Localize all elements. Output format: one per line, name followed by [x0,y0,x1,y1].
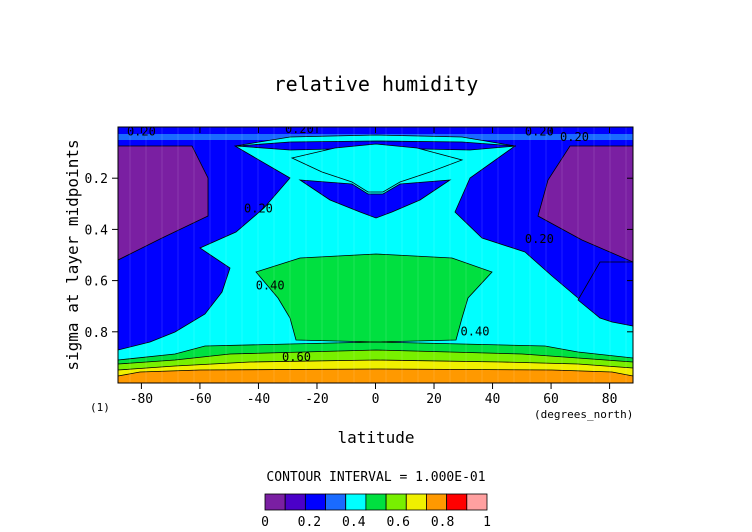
y-tick-label-1: 0.4 [85,223,109,238]
contour-label-1: 0.20 [285,122,314,136]
contour-label-8: 0.60 [282,350,311,364]
band-polar-north [537,145,633,263]
band-edge-right [577,261,633,327]
x-axis-label: latitude [337,428,414,447]
band-polar-south [118,145,209,261]
x-axis-ticks: -80 -60 -40 -20 0 20 40 60 80 [130,127,618,407]
y-axis-label: sigma at layer midpoints [63,139,82,370]
contour-label-2: 0.20 [525,125,554,139]
colorbar-tick-label-0: 0 [261,515,269,530]
contour-label-4: 0.20 [244,201,273,215]
plot-area: 0.20 0.20 0.20 0.200.200.200.400.400.60 [118,122,633,383]
contour-interval-caption: CONTOUR INTERVAL = 1.000E-01 [266,470,485,485]
band-0p3-upper [290,143,464,193]
colorbar [264,493,488,511]
colorbar-swatch-8 [426,493,448,511]
colorbar-swatch-10 [466,493,488,511]
x-tick-label-8: 80 [602,392,618,407]
band-0p2-gap [298,179,452,219]
colorbar-swatch-9 [446,493,468,511]
contour-label-7: 0.40 [461,324,490,338]
colorbar-tick-label-4: 0.8 [431,515,454,530]
contour-label-3: 0.20 [560,130,589,144]
contour-label-6: 0.40 [256,278,285,292]
y-axis-ticks: 0.2 0.4 0.6 0.8 [85,172,633,341]
colorbar-swatch-5 [365,493,387,511]
chart-title: relative humidity [274,72,479,96]
colorbar-swatch-6 [385,493,407,511]
colorbar-swatch-4 [345,493,367,511]
x-tick-label-3: -20 [305,392,328,407]
x-tick-label-1: -60 [188,392,211,407]
band-0p4 [255,253,493,343]
colorbar-tick-label-2: 0.4 [342,515,366,530]
contour-label-5: 0.20 [525,232,554,246]
x-tick-label-7: 60 [543,392,559,407]
y-tick-label-3: 0.8 [85,326,108,341]
vertical-striations [129,127,627,383]
colorbar-ticks: 0 0.2 0.4 0.6 0.8 1 [261,515,491,530]
y-tick-label-2: 0.6 [85,275,108,290]
colorbar-swatch-2 [304,493,326,511]
x-tick-label-6: 40 [485,392,501,407]
colorbar-tick-label-3: 0.6 [386,515,409,530]
colorbar-swatch-3 [325,493,347,511]
x-tick-label-4: 0 [372,392,380,407]
x-tick-label-5: 20 [426,392,442,407]
band-0p7 [118,368,633,383]
colorbar-swatch-7 [405,493,427,511]
x-unit-label: (degrees_north) [534,408,633,421]
x-tick-label-2: -40 [247,392,270,407]
colorbar-tick-label-5: 1 [483,515,491,530]
panel-label: (1) [90,401,110,414]
colorbar-swatch-1 [284,493,306,511]
x-tick-label-0: -80 [130,392,153,407]
colorbar-tick-label-1: 0.2 [298,515,321,530]
y-tick-label-0: 0.2 [85,172,108,187]
colorbar-swatch-0 [264,493,286,511]
